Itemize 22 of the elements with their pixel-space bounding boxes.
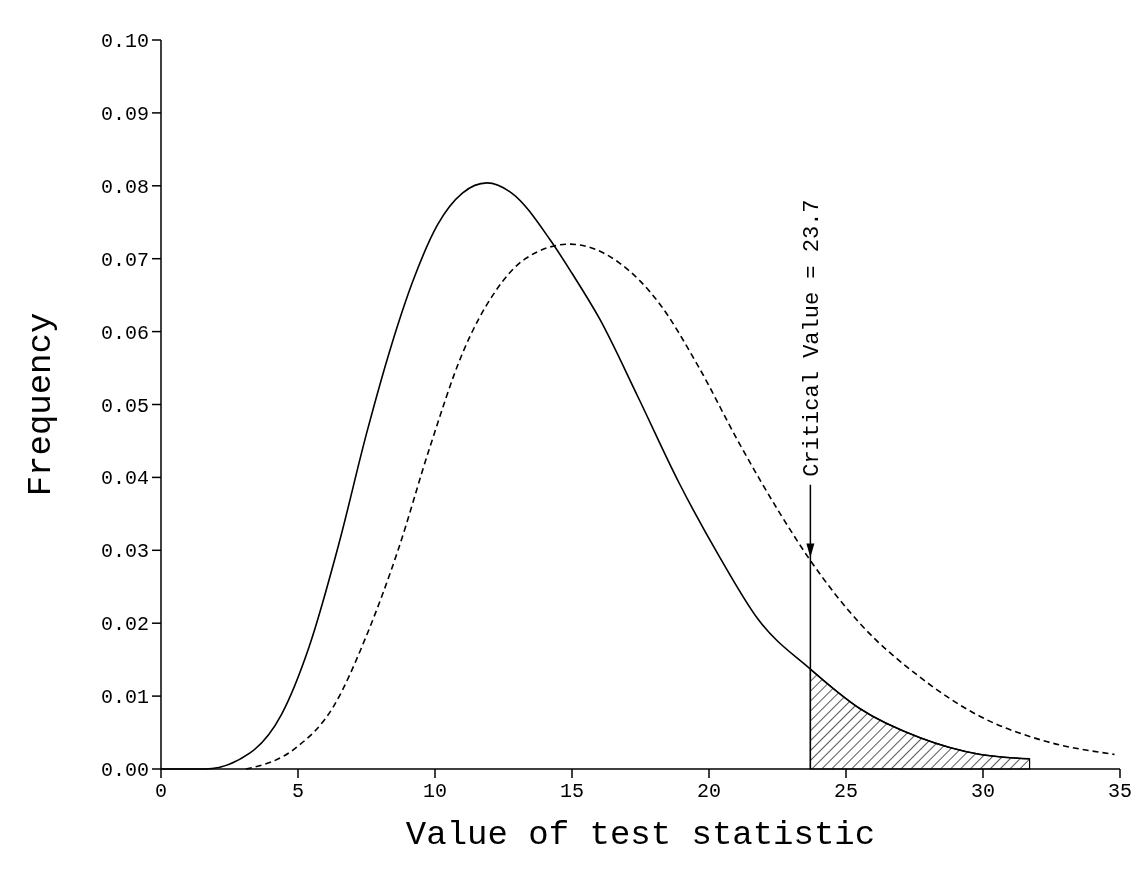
- x-tick-label: 25: [833, 780, 859, 803]
- y-tick-label: 0.02: [100, 613, 149, 637]
- y-tick-label: 0.04: [100, 467, 149, 491]
- y-tick-label: 0.03: [100, 540, 149, 564]
- x-tick-label: 10: [422, 780, 448, 803]
- y-axis-title: Frequency: [22, 312, 60, 497]
- x-axis-title: Value of test statistic: [405, 816, 876, 854]
- y-tick-label: 0.09: [100, 102, 149, 126]
- y-tick-label: 0.00: [100, 759, 149, 782]
- ref-line-label: Critical Value = 23.7: [800, 199, 826, 477]
- y-tick-label: 0.10: [100, 30, 149, 53]
- y-tick-label: 0.05: [100, 394, 149, 418]
- x-tick-label: 5: [291, 780, 305, 803]
- x-tick-label: 20: [696, 780, 722, 803]
- x-tick-label: 15: [559, 780, 585, 803]
- y-tick-label: 0.07: [100, 248, 149, 272]
- x-tick-label: 30: [970, 780, 996, 803]
- y-tick-label: 0.08: [100, 175, 149, 199]
- x-tick-label: 35: [1107, 780, 1133, 803]
- x-tick-label: 0: [154, 780, 168, 803]
- y-tick-label: 0.06: [100, 321, 149, 345]
- y-tick-label: 0.01: [100, 686, 149, 710]
